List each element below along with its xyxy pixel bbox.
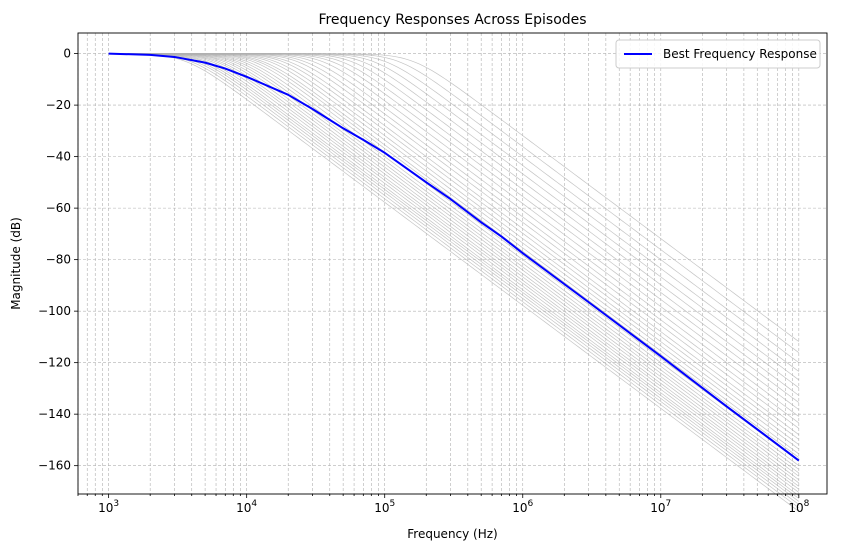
y-axis-label: Magnitude (dB): [9, 217, 23, 310]
episode-lines: [108, 53, 800, 512]
legend: Best Frequency Response: [615, 39, 821, 69]
episode-line: [108, 53, 800, 474]
y-tick-label: −140: [38, 407, 71, 421]
episode-line: [108, 53, 800, 497]
episode-line: [108, 53, 800, 502]
y-tick-label: −40: [46, 150, 71, 164]
legend-label: Best Frequency Response: [663, 47, 817, 61]
best-frequency-response-line: [108, 52, 800, 462]
x-axis-label: Frequency (Hz): [407, 527, 498, 541]
best-line-layer: [108, 52, 800, 462]
legend-box: [615, 39, 821, 69]
episode-line: [108, 53, 800, 505]
episode-line: [108, 53, 800, 481]
y-tick-label: −160: [38, 459, 71, 473]
episode-line: [108, 53, 800, 499]
episode-line: [108, 53, 800, 490]
episode-line: [108, 53, 800, 342]
y-tick-label: −20: [46, 98, 71, 112]
plot-frame: [77, 32, 828, 495]
episode-line: [108, 53, 800, 487]
y-tick-label: −100: [38, 304, 71, 318]
episode-line: [108, 53, 800, 477]
episode-line: [108, 53, 800, 509]
y-tick-label: −80: [46, 253, 71, 267]
chart-title: Frequency Responses Across Episodes: [318, 12, 586, 28]
y-tick-label: −60: [46, 201, 71, 215]
episode-line: [108, 53, 800, 470]
y-tick-label: −120: [38, 356, 71, 370]
y-tick-label: 0: [63, 47, 71, 61]
episode-line: [108, 53, 800, 462]
episode-line: [108, 53, 800, 466]
episode-line: [108, 53, 800, 484]
episode-line: [108, 53, 800, 512]
